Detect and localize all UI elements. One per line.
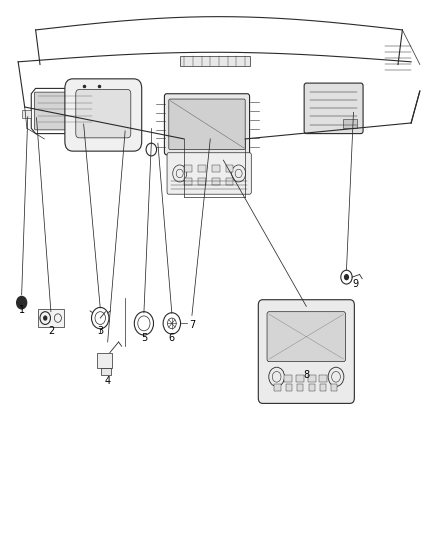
Bar <box>331 384 337 391</box>
Bar <box>275 384 281 391</box>
Text: 1: 1 <box>18 305 25 315</box>
Text: 8: 8 <box>303 370 309 381</box>
Bar <box>180 56 250 66</box>
FancyBboxPatch shape <box>167 153 251 194</box>
FancyBboxPatch shape <box>304 83 363 134</box>
FancyBboxPatch shape <box>267 312 346 362</box>
Bar <box>285 375 292 382</box>
Circle shape <box>344 274 349 280</box>
Bar <box>286 384 292 391</box>
FancyBboxPatch shape <box>76 90 131 138</box>
Text: 4: 4 <box>105 376 111 386</box>
Bar <box>212 178 219 184</box>
Circle shape <box>146 143 156 156</box>
Bar <box>297 384 303 391</box>
Bar <box>308 384 314 391</box>
Bar <box>97 353 112 368</box>
Bar <box>226 165 233 172</box>
FancyBboxPatch shape <box>34 92 96 130</box>
Text: 9: 9 <box>352 279 358 288</box>
Text: 6: 6 <box>169 333 175 343</box>
FancyBboxPatch shape <box>258 300 354 403</box>
Bar <box>308 375 316 382</box>
Bar <box>226 178 233 184</box>
Circle shape <box>43 316 47 321</box>
Bar <box>296 375 304 382</box>
Bar <box>320 384 326 391</box>
Circle shape <box>16 296 27 310</box>
Bar <box>101 368 111 375</box>
Bar <box>198 165 206 172</box>
Bar <box>38 309 64 327</box>
Bar <box>21 110 31 118</box>
FancyBboxPatch shape <box>164 94 250 155</box>
Bar <box>184 178 192 184</box>
Bar <box>184 165 192 172</box>
Bar <box>198 178 206 184</box>
Bar <box>319 375 327 382</box>
Bar <box>343 119 357 128</box>
Text: 3: 3 <box>97 326 103 336</box>
Text: 7: 7 <box>189 320 195 330</box>
FancyBboxPatch shape <box>169 99 245 150</box>
Text: 5: 5 <box>141 333 147 343</box>
Text: 2: 2 <box>48 326 54 336</box>
Bar <box>84 122 96 131</box>
Bar <box>212 165 219 172</box>
FancyBboxPatch shape <box>65 79 142 151</box>
